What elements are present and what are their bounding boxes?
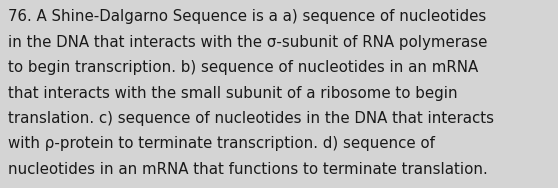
Text: that interacts with the small subunit of a ribosome to begin: that interacts with the small subunit of…: [8, 86, 458, 101]
Text: nucleotides in an mRNA that functions to terminate translation.: nucleotides in an mRNA that functions to…: [8, 162, 488, 177]
Text: with ρ-protein to terminate transcription. d) sequence of: with ρ-protein to terminate transcriptio…: [8, 136, 435, 151]
Text: in the DNA that interacts with the σ-subunit of RNA polymerase: in the DNA that interacts with the σ-sub…: [8, 35, 488, 50]
Text: translation. c) sequence of nucleotides in the DNA that interacts: translation. c) sequence of nucleotides …: [8, 111, 494, 126]
Text: 76. A Shine-Dalgarno Sequence is a a) sequence of nucleotides: 76. A Shine-Dalgarno Sequence is a a) se…: [8, 9, 487, 24]
Text: to begin transcription. b) sequence of nucleotides in an mRNA: to begin transcription. b) sequence of n…: [8, 60, 479, 75]
